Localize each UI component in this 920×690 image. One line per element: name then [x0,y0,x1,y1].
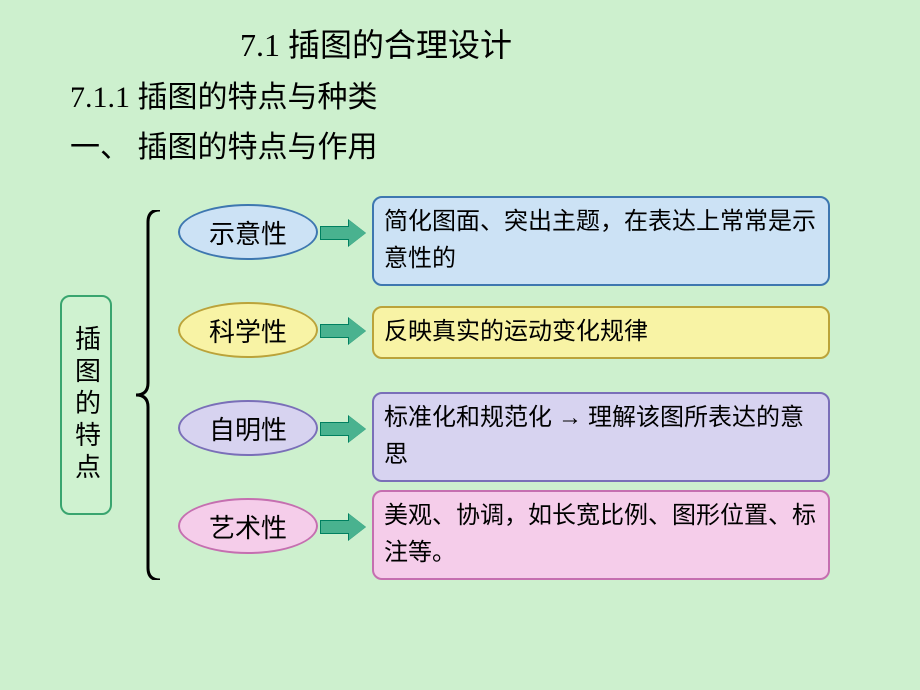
feature-description: 标准化和规范化 → 理解该图所表达的意思 [372,392,830,482]
arrow-icon [320,418,366,440]
feature-ellipse: 自明性 [178,400,318,456]
arrow-icon [320,516,366,538]
feature-description: 简化图面、突出主题，在表达上常常是示意性的 [372,196,830,286]
root-concept-box: 插图的特点 [60,295,112,515]
feature-ellipse: 示意性 [178,204,318,260]
bracket-icon [118,210,160,580]
feature-description: 美观、协调，如长宽比例、图形位置、标注等。 [372,490,830,580]
arrow-icon [320,222,366,244]
slide-title: 7.1 插图的合理设计 [240,20,512,66]
feature-description: 反映真实的运动变化规律 [372,306,830,359]
feature-ellipse-label: 自明性 [209,410,287,447]
slide-subtitle: 7.1.1 插图的特点与种类 [70,72,378,116]
slide: 7.1 插图的合理设计 7.1.1 插图的特点与种类 一、 插图的特点与作用 插… [0,0,920,690]
feature-ellipse-label: 科学性 [209,312,287,349]
feature-ellipse: 科学性 [178,302,318,358]
arrow-icon [320,320,366,342]
root-concept-label: 插图的特点 [68,325,105,485]
feature-ellipse: 艺术性 [178,498,318,554]
section-heading: 一、 插图的特点与作用 [70,122,378,166]
feature-ellipse-label: 艺术性 [209,508,287,545]
feature-ellipse-label: 示意性 [209,214,287,251]
